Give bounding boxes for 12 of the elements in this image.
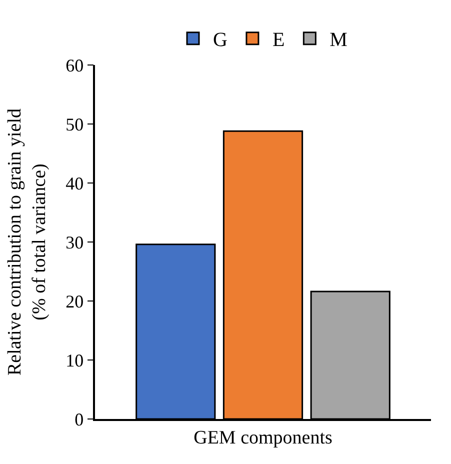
legend-label: M (330, 29, 348, 52)
y-tick-label: 10 (66, 350, 84, 370)
y-tick-label: 0 (74, 409, 84, 430)
y-tick-label: 40 (66, 173, 84, 194)
y-tick-label: 50 (66, 114, 84, 134)
y-axis-title: Relative contribution to grain yield (% of total variance) (4, 108, 50, 376)
legend-label: G (213, 29, 228, 52)
y-tick-label: 30 (66, 232, 84, 252)
x-axis-title: GEM components (194, 427, 332, 448)
y-tick-label: 20 (66, 291, 84, 312)
y-tick-label: 60 (66, 55, 84, 76)
legend-label: E (272, 29, 285, 52)
